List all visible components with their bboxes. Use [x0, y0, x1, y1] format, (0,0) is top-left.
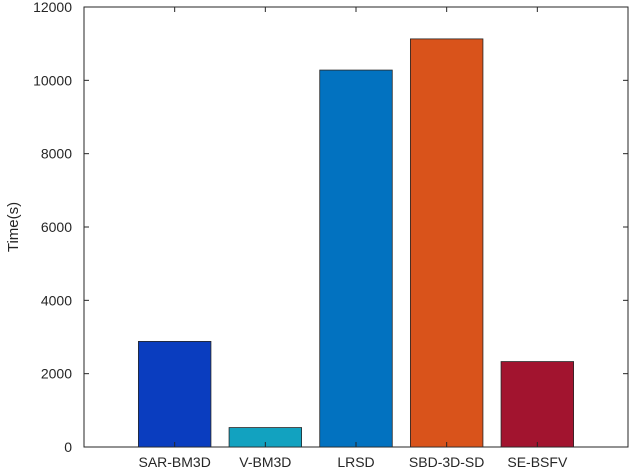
y-tick-label: 0	[64, 439, 72, 455]
bar-lrsd	[319, 69, 393, 448]
y-tick-label: 10000	[33, 72, 72, 88]
x-axis-ticks: SAR-BM3D V-BM3D LRSD SBD-3D-SD SE-BSFV	[138, 7, 568, 470]
bar-sbd-3d-sd	[409, 38, 484, 448]
y-axis-label: Time(s)	[5, 202, 22, 252]
bar-se-bsfv	[500, 361, 575, 448]
bar-sar-bm3d	[137, 340, 212, 448]
y-tick-label: 2000	[41, 366, 72, 382]
x-tick-label: SE-BSFV	[507, 454, 568, 470]
x-tick-label: LRSD	[337, 454, 374, 470]
x-tick-label: V-BM3D	[239, 454, 291, 470]
y-axis-ticks: 0 2000 4000 6000 8000 10000 12000	[33, 0, 628, 455]
y-tick-label: 4000	[41, 292, 72, 308]
y-tick-label: 8000	[41, 146, 72, 162]
x-tick-label: SBD-3D-SD	[409, 454, 484, 470]
bars	[137, 38, 575, 448]
y-tick-label: 6000	[41, 219, 72, 235]
x-tick-label: SAR-BM3D	[138, 454, 210, 470]
y-tick-label: 12000	[33, 0, 72, 15]
